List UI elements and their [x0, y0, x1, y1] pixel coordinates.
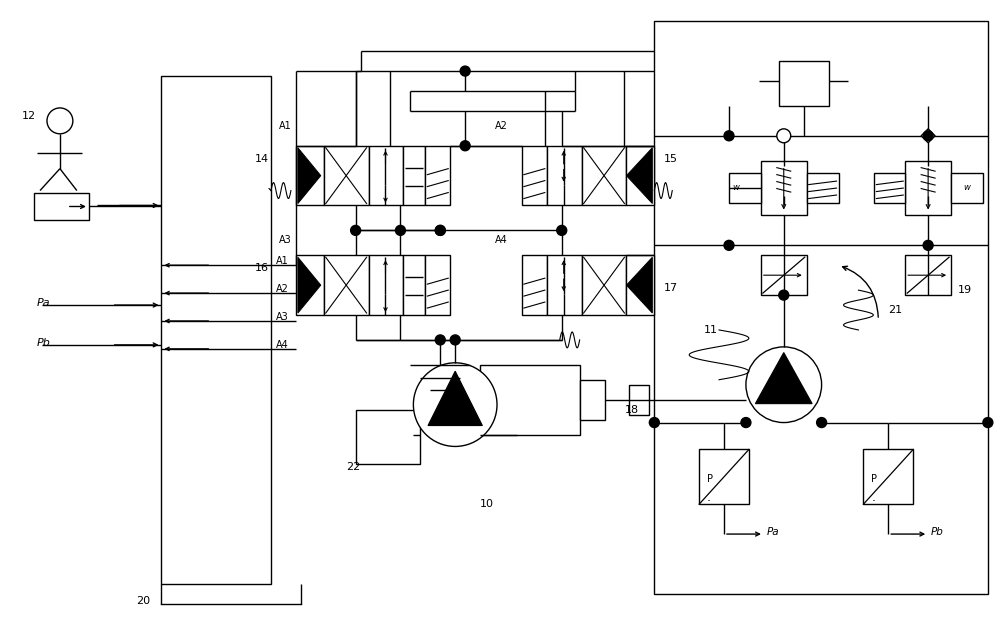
Circle shape [649, 417, 659, 428]
Text: 17: 17 [664, 283, 678, 293]
Text: A2: A2 [495, 121, 508, 131]
Text: A4: A4 [276, 340, 289, 350]
Text: A4: A4 [495, 236, 508, 245]
Bar [905, 255, 951, 295]
Text: 16: 16 [255, 263, 269, 273]
Text: w: w [732, 183, 739, 192]
Polygon shape [298, 148, 321, 204]
Bar [905, 161, 951, 216]
Bar [580, 380, 605, 420]
Circle shape [724, 131, 734, 141]
Bar [626, 146, 654, 205]
Circle shape [413, 363, 497, 447]
Bar [629, 385, 649, 415]
Bar [863, 449, 913, 504]
Text: 15: 15 [664, 154, 678, 164]
Text: A1: A1 [276, 256, 289, 266]
Bar [369, 255, 403, 315]
Bar [582, 255, 626, 315]
Circle shape [777, 129, 791, 143]
Bar [480, 365, 580, 435]
Polygon shape [298, 257, 321, 313]
Text: 11: 11 [704, 325, 718, 335]
Text: 12: 12 [22, 111, 36, 121]
Bar [522, 146, 547, 205]
Text: A1: A1 [279, 121, 292, 131]
Polygon shape [755, 353, 812, 404]
Text: 20: 20 [137, 596, 151, 606]
Bar [296, 146, 324, 205]
Bar [547, 255, 582, 315]
Bar [582, 146, 626, 205]
Circle shape [351, 225, 361, 236]
Bar [761, 161, 807, 216]
Text: 14: 14 [255, 154, 269, 164]
Text: A3: A3 [279, 236, 292, 245]
Bar [699, 449, 749, 504]
Circle shape [395, 225, 405, 236]
Text: .: . [707, 491, 711, 504]
Bar [951, 173, 983, 202]
Bar [369, 146, 403, 205]
Circle shape [741, 417, 751, 428]
Circle shape [923, 131, 933, 141]
Bar [547, 146, 582, 205]
Circle shape [47, 108, 73, 134]
Bar [779, 61, 829, 106]
Bar [403, 146, 425, 205]
Circle shape [983, 417, 993, 428]
Circle shape [435, 225, 445, 236]
Bar [874, 173, 905, 202]
Bar [729, 173, 761, 202]
Text: 21: 21 [888, 305, 902, 315]
Circle shape [746, 347, 822, 422]
Circle shape [435, 335, 445, 345]
Bar [522, 255, 547, 315]
Bar [425, 146, 450, 205]
Circle shape [817, 417, 827, 428]
Bar [654, 21, 988, 594]
Circle shape [450, 335, 460, 345]
Text: 18: 18 [624, 404, 639, 415]
Text: P: P [707, 474, 713, 484]
Circle shape [557, 225, 567, 236]
Bar [626, 255, 654, 315]
Polygon shape [626, 148, 652, 204]
Text: .: . [871, 491, 875, 504]
Text: P: P [871, 474, 877, 484]
Text: w: w [963, 183, 970, 192]
Circle shape [724, 241, 734, 250]
Bar [356, 410, 420, 465]
Bar [161, 76, 271, 584]
Bar [296, 255, 324, 315]
Circle shape [779, 290, 789, 300]
Text: 22: 22 [346, 462, 360, 472]
Bar [324, 255, 369, 315]
Text: Pa: Pa [37, 298, 51, 308]
Text: 10: 10 [480, 499, 494, 509]
Text: A3: A3 [276, 312, 289, 322]
Bar [324, 146, 369, 205]
Text: Pb: Pb [931, 527, 944, 537]
Polygon shape [626, 257, 652, 313]
Circle shape [460, 66, 470, 76]
Polygon shape [921, 129, 935, 143]
Bar [807, 173, 839, 202]
Text: Pa: Pa [767, 527, 779, 537]
Text: A2: A2 [276, 284, 289, 294]
Bar [425, 255, 450, 315]
Bar [761, 255, 807, 295]
Circle shape [923, 241, 933, 250]
Bar [403, 255, 425, 315]
Bar [34, 193, 89, 220]
Circle shape [435, 225, 445, 236]
Text: Pb: Pb [37, 338, 51, 348]
Circle shape [460, 141, 470, 151]
Polygon shape [428, 371, 482, 426]
Text: 19: 19 [958, 285, 972, 295]
